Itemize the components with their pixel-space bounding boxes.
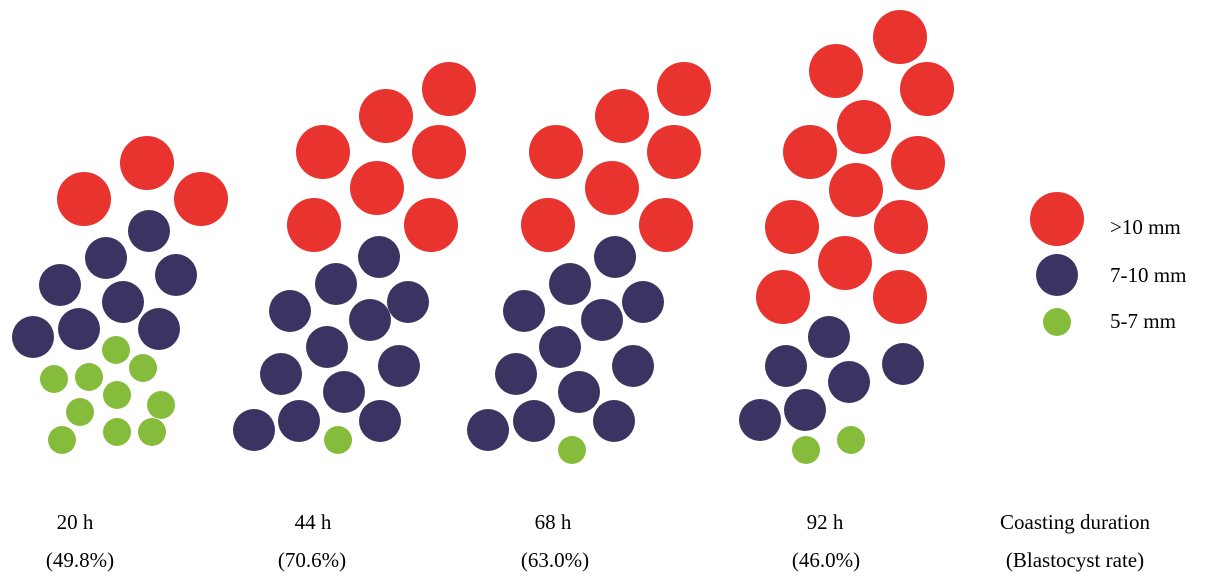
follicle-large-g0-1 bbox=[57, 172, 111, 226]
follicle-medium-g2-2 bbox=[622, 281, 664, 323]
follicle-medium-g3-4 bbox=[739, 399, 781, 441]
follicle-large-g3-0 bbox=[873, 10, 927, 64]
follicle-large-g0-0 bbox=[120, 136, 174, 190]
follicle-medium-g2-0 bbox=[594, 236, 636, 278]
follicle-large-g3-4 bbox=[783, 125, 837, 179]
follicle-medium-g2-7 bbox=[495, 353, 537, 395]
follicle-large-g3-2 bbox=[900, 62, 954, 116]
follicle-large-g2-2 bbox=[529, 125, 583, 179]
rate-label-92h: (46.0%) bbox=[791, 548, 861, 572]
follicle-large-g1-0 bbox=[422, 62, 476, 116]
follicle-medium-g1-3 bbox=[269, 290, 311, 332]
follicle-large-g3-11 bbox=[873, 270, 927, 324]
follicle-small-g0-5 bbox=[66, 398, 94, 426]
duration-label-68h: 68 h bbox=[534, 510, 572, 534]
follicle-medium-g1-0 bbox=[358, 236, 400, 278]
follicle-large-g2-6 bbox=[639, 198, 693, 252]
follicle-small-g2-0 bbox=[558, 436, 586, 464]
follicle-small-g0-0 bbox=[102, 336, 130, 364]
follicle-medium-g1-9 bbox=[233, 409, 275, 451]
follicle-medium-g1-8 bbox=[323, 371, 365, 413]
legend-label-large: >10 mm bbox=[1110, 215, 1181, 239]
follicle-large-g1-3 bbox=[412, 125, 466, 179]
follicle-large-g3-9 bbox=[818, 236, 872, 290]
legend-swatch-large bbox=[1030, 192, 1084, 246]
follicle-large-g3-10 bbox=[756, 270, 810, 324]
follicle-small-g0-6 bbox=[147, 391, 175, 419]
follicle-medium-g2-8 bbox=[558, 371, 600, 413]
follicle-large-g0-2 bbox=[174, 172, 228, 226]
follicle-medium-g3-0 bbox=[808, 316, 850, 358]
follicle-large-g1-1 bbox=[359, 89, 413, 143]
follicle-large-g1-6 bbox=[404, 198, 458, 252]
follicle-small-g3-0 bbox=[792, 436, 820, 464]
follicle-medium-g3-5 bbox=[784, 389, 826, 431]
follicle-large-g1-5 bbox=[287, 198, 341, 252]
follicle-medium-g3-1 bbox=[765, 345, 807, 387]
follicle-large-g2-4 bbox=[585, 161, 639, 215]
follicle-medium-g0-0 bbox=[128, 210, 170, 252]
follicle-large-g2-0 bbox=[657, 62, 711, 116]
follicle-large-g1-4 bbox=[350, 161, 404, 215]
follicle-medium-g2-3 bbox=[503, 290, 545, 332]
rate-label-68h: (63.0%) bbox=[520, 548, 590, 572]
follicle-medium-g1-4 bbox=[349, 299, 391, 341]
follicle-large-g3-5 bbox=[891, 136, 945, 190]
duration-label-92h: 92 h bbox=[806, 510, 844, 534]
follicle-medium-g0-5 bbox=[12, 316, 54, 358]
follicle-medium-g1-2 bbox=[387, 281, 429, 323]
rate-label-20h: (49.8%) bbox=[45, 548, 115, 572]
follicle-medium-g2-4 bbox=[581, 299, 623, 341]
follicle-medium-g1-11 bbox=[359, 400, 401, 442]
follicle-medium-g0-4 bbox=[102, 281, 144, 323]
follicle-medium-g0-3 bbox=[155, 254, 197, 296]
follicle-medium-g2-9 bbox=[467, 409, 509, 451]
follicle-medium-g2-10 bbox=[513, 400, 555, 442]
follicle-medium-g0-1 bbox=[85, 237, 127, 279]
follicle-large-g3-8 bbox=[874, 200, 928, 254]
follicle-medium-g0-2 bbox=[39, 264, 81, 306]
follicle-medium-g1-7 bbox=[260, 353, 302, 395]
follicle-medium-g3-3 bbox=[882, 343, 924, 385]
follicle-medium-g1-5 bbox=[306, 326, 348, 368]
duration-label-44h: 44 h bbox=[294, 510, 332, 534]
follicle-medium-g3-2 bbox=[828, 361, 870, 403]
follicle-small-g0-8 bbox=[103, 418, 131, 446]
follicle-small-g3-1 bbox=[837, 426, 865, 454]
follicle-medium-g2-6 bbox=[612, 345, 654, 387]
legend-label-medium: 7-10 mm bbox=[1110, 263, 1187, 287]
follicle-medium-g0-6 bbox=[58, 308, 100, 350]
caption-coasting-duration: Coasting duration bbox=[1000, 510, 1150, 534]
follicle-medium-g1-1 bbox=[315, 263, 357, 305]
follicle-medium-g1-10 bbox=[278, 400, 320, 442]
follicle-large-g2-1 bbox=[595, 89, 649, 143]
follicle-large-g2-5 bbox=[521, 198, 575, 252]
follicle-medium-g1-6 bbox=[378, 345, 420, 387]
follicle-large-g3-7 bbox=[765, 200, 819, 254]
duration-label-20h: 20 h bbox=[56, 510, 94, 534]
legend-label-small: 5-7 mm bbox=[1110, 309, 1176, 333]
follicle-large-g3-1 bbox=[809, 44, 863, 98]
follicle-small-g0-9 bbox=[138, 418, 166, 446]
follicle-small-g1-0 bbox=[324, 426, 352, 454]
follicle-medium-g2-1 bbox=[549, 263, 591, 305]
follicle-small-g0-4 bbox=[103, 381, 131, 409]
rate-label-44h: (70.6%) bbox=[277, 548, 347, 572]
follicle-small-g0-1 bbox=[40, 365, 68, 393]
follicle-large-g2-3 bbox=[647, 125, 701, 179]
follicle-large-g1-2 bbox=[296, 125, 350, 179]
follicle-medium-g0-7 bbox=[138, 308, 180, 350]
follicle-small-g0-3 bbox=[129, 354, 157, 382]
follicle-medium-g2-11 bbox=[593, 400, 635, 442]
follicle-large-g3-3 bbox=[837, 100, 891, 154]
caption-blastocyst-rate: (Blastocyst rate) bbox=[1005, 548, 1145, 572]
legend-swatch-medium bbox=[1036, 254, 1078, 296]
follicle-medium-g2-5 bbox=[539, 326, 581, 368]
follicle-small-g0-2 bbox=[75, 363, 103, 391]
legend-swatch-small bbox=[1043, 308, 1071, 336]
follicle-large-g3-6 bbox=[829, 163, 883, 217]
follicle-small-g0-7 bbox=[48, 426, 76, 454]
